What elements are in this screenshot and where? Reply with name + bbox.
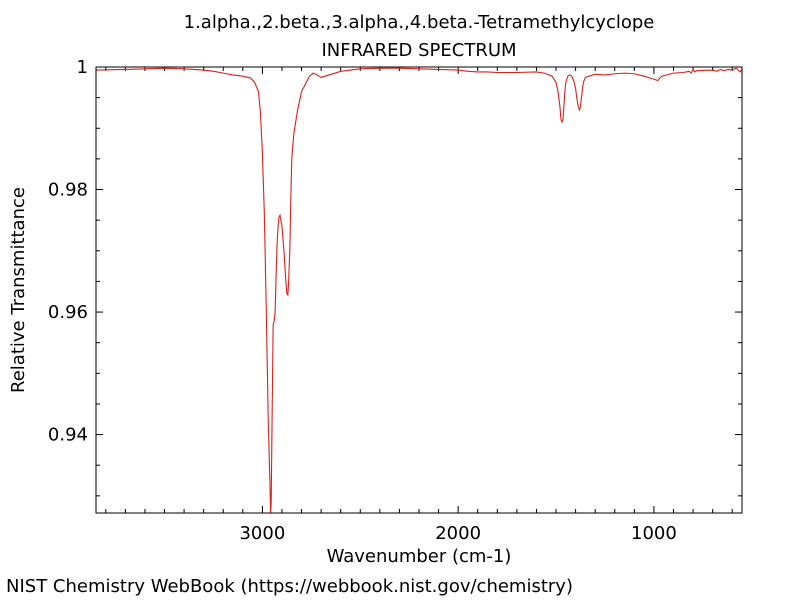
x-tick-label: 2000 [435, 523, 481, 544]
x-axis-label: Wavenumber (cm-1) [327, 546, 512, 567]
axis-ticks [96, 66, 742, 513]
y-tick-label: 0.94 [48, 425, 88, 446]
x-tick-label: 1000 [631, 523, 677, 544]
footer-credit: NIST Chemistry WebBook (https://webbook.… [6, 576, 573, 597]
y-tick-label: 0.98 [48, 180, 88, 201]
chart-title: 1.alpha.,2.beta.,3.alpha.,4.beta.-Tetram… [184, 12, 655, 33]
y-axis-label: Relative Transmittance [8, 187, 29, 393]
y-tick-label: 1 [77, 57, 88, 78]
x-tick-label: 3000 [239, 523, 285, 544]
spectrum-line [95, 67, 743, 514]
plot-frame [95, 66, 743, 514]
y-tick-label: 0.96 [48, 302, 88, 323]
chart-subtitle: INFRARED SPECTRUM [321, 40, 516, 61]
axis-tick-labels: 3000 2000 1000 0.94 0.96 0.98 1 [48, 57, 677, 544]
